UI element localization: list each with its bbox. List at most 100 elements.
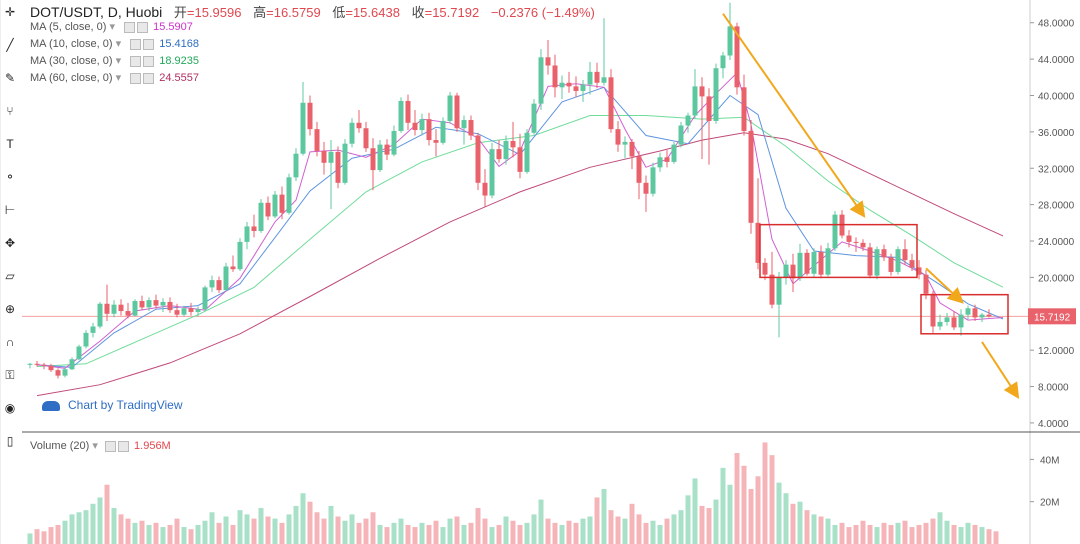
close-label: 收 [411, 5, 425, 20]
fork-icon[interactable]: ⑂ [6, 104, 14, 118]
volume-bar [48, 527, 54, 544]
volume-bar [566, 520, 572, 544]
candle-body [580, 84, 586, 91]
cloud-icon [42, 400, 60, 411]
candle-body [188, 308, 194, 312]
candle-body [755, 222, 761, 263]
trash-icon[interactable]: ▯ [6, 434, 14, 448]
settings-icon[interactable] [104, 440, 116, 452]
ma-label[interactable]: MA (5, close, 0) [30, 21, 107, 33]
candle-body [587, 71, 593, 85]
candle-body [328, 151, 334, 163]
price-tick-label: 40.0000 [1038, 91, 1075, 102]
candle-body [622, 141, 628, 145]
high-value: =16.5759 [266, 5, 321, 20]
volume-bar [867, 524, 873, 544]
volume-legend: Volume (20) ▾ 1.956M [30, 440, 171, 452]
volume-bar [986, 529, 992, 544]
candle-body [867, 247, 873, 276]
crosshair-icon[interactable]: ✛ [4, 5, 16, 19]
ma-legend-row: MA (5, close, 0) ▾ 15.5907 [30, 21, 193, 33]
annotation-box [920, 293, 1009, 335]
candle-body [559, 82, 565, 88]
volume-bar [251, 518, 257, 544]
symbol-label[interactable]: DOT/USDT, D, Huobi [30, 4, 163, 20]
lock-icon[interactable]: ⚿ [5, 368, 15, 382]
candle-body [524, 132, 530, 172]
candle-body [629, 141, 635, 157]
settings-icon[interactable] [130, 55, 142, 67]
candle-body [734, 26, 740, 88]
candle-body [489, 149, 495, 196]
volume-bar [34, 529, 40, 544]
tradingview-watermark[interactable]: Chart by TradingView [42, 398, 183, 412]
close-icon[interactable] [143, 72, 155, 84]
close-icon[interactable] [117, 440, 129, 452]
volume-bar [993, 531, 999, 544]
volume-bar [118, 514, 124, 544]
candle-body [419, 119, 425, 131]
annotation-arrow [981, 341, 1020, 399]
volume-bar [643, 522, 649, 544]
candle-body [139, 301, 145, 308]
candle-body [48, 365, 54, 371]
candle-body [223, 266, 229, 291]
pattern-icon[interactable]: ✥ [4, 236, 16, 250]
close-icon[interactable] [137, 21, 149, 33]
candle-body [132, 301, 138, 316]
ma-label[interactable]: MA (60, close, 0) [30, 72, 113, 84]
candle-body [566, 82, 572, 87]
volume-bar [167, 524, 173, 544]
candle-body [195, 309, 201, 312]
volume-bar [286, 514, 292, 544]
volume-bar [216, 522, 222, 544]
candle-body [69, 359, 75, 370]
volume-bar [83, 510, 89, 544]
volume-value: 1.956M [134, 440, 171, 452]
candle-body [258, 202, 264, 232]
candle-body [972, 308, 978, 318]
volume-bar [174, 518, 180, 544]
candle-body [818, 251, 824, 275]
candle-body [83, 332, 89, 347]
measure-icon[interactable]: ⊢ [4, 203, 16, 217]
close-icon[interactable] [143, 38, 155, 50]
ma-label[interactable]: MA (30, close, 0) [30, 55, 113, 67]
volume-bar [727, 484, 733, 544]
volume-bar [762, 442, 768, 544]
candle-body [825, 248, 831, 275]
settings-icon[interactable] [130, 38, 142, 50]
magnet-icon[interactable]: ∩ [5, 335, 15, 349]
node-icon[interactable]: ⚬ [4, 170, 16, 184]
volume-bar [104, 484, 110, 544]
volume-bar [930, 518, 936, 544]
close-icon[interactable] [143, 55, 155, 67]
volume-tick-label: 40M [1040, 455, 1059, 466]
brush-icon[interactable]: ✎ [4, 71, 16, 85]
candle-body [482, 182, 488, 196]
ma-label[interactable]: MA (10, close, 0) [30, 38, 113, 50]
volume-bar [839, 522, 845, 544]
ruler-icon[interactable]: ▱ [5, 269, 15, 283]
volume-label[interactable]: Volume (20) [30, 440, 90, 452]
settings-icon[interactable] [130, 72, 142, 84]
eye-icon[interactable]: ◉ [4, 401, 16, 415]
open-label: 开 [173, 5, 187, 20]
volume-bar [258, 508, 264, 544]
volume-bar [531, 514, 537, 544]
candle-body [377, 144, 383, 171]
volume-bar [489, 527, 495, 544]
trendline-icon[interactable]: ╱ [6, 38, 14, 52]
volume-bar [279, 522, 285, 544]
volume-bar [608, 510, 614, 544]
candle-body [300, 102, 306, 154]
price-tick-label: 32.0000 [1038, 164, 1075, 175]
candle-body [601, 77, 607, 83]
candle-body [615, 129, 621, 145]
zoom-icon[interactable]: ⊕ [4, 302, 16, 316]
volume-bar [265, 516, 271, 544]
text-icon[interactable]: T [6, 137, 14, 151]
volume-bar [181, 527, 187, 544]
settings-icon[interactable] [124, 21, 136, 33]
